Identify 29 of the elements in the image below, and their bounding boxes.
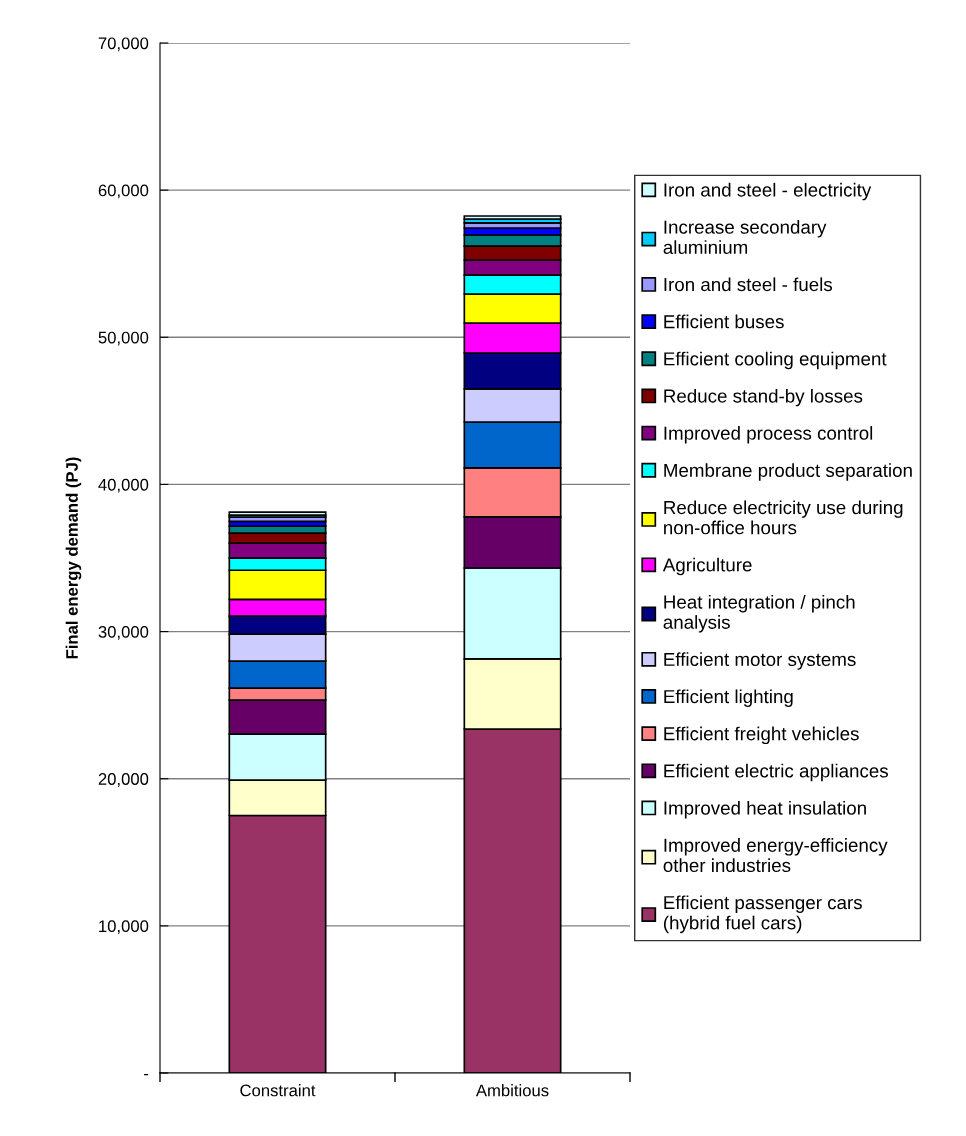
y-tick-label: 70,000 — [98, 37, 149, 52]
legend-label: Membrane product separation — [664, 463, 912, 481]
y-tick-label: - — [144, 1073, 149, 1076]
x-tick-label: Ambitious — [475, 1084, 549, 1097]
y-tick-label: 20,000 — [98, 773, 149, 787]
legend-label: Efficient lighting — [664, 689, 793, 707]
legend-label: Efficient electric appliances — [664, 763, 888, 782]
legend-label: Heat integration / pinch analysis — [663, 594, 855, 633]
legend-label: Efficient motor systems — [664, 652, 856, 670]
legend-label: Efficient passenger cars (hybrid fuel cars) — [663, 895, 862, 934]
y-tick-label: 30,000 — [98, 625, 149, 640]
legend-label: Agriculture — [662, 557, 752, 576]
legend-label: Efficient freight vehicles — [664, 726, 859, 745]
y-axis-title: Final energy demand (PJ) — [65, 457, 82, 659]
legend-label: Reduce stand-by losses — [664, 388, 863, 407]
legend-label: Efficient cooling equipment — [664, 351, 887, 370]
legend-label: Improved heat insulation — [664, 800, 866, 819]
legend-label: Iron and steel - electricity — [664, 182, 872, 201]
y-tick-label: 40,000 — [98, 478, 149, 493]
legend-label: Reduce electricity use during non-office hours — [664, 500, 903, 535]
y-tick-label: 60,000 — [98, 184, 149, 199]
x-tick-label: Constraint — [240, 1084, 316, 1097]
legend-label: Iron and steel - fuels — [664, 277, 833, 292]
legend-label: Improved energy-efficiency other industries — [663, 838, 888, 873]
legend-label: Improved process control — [664, 426, 873, 444]
legend-label: Increase secondary aluminium — [663, 220, 827, 254]
y-tick-label: 10,000 — [99, 920, 149, 935]
legend-label: Efficient buses — [664, 314, 784, 329]
y-tick-label: 50,000 — [98, 331, 149, 346]
